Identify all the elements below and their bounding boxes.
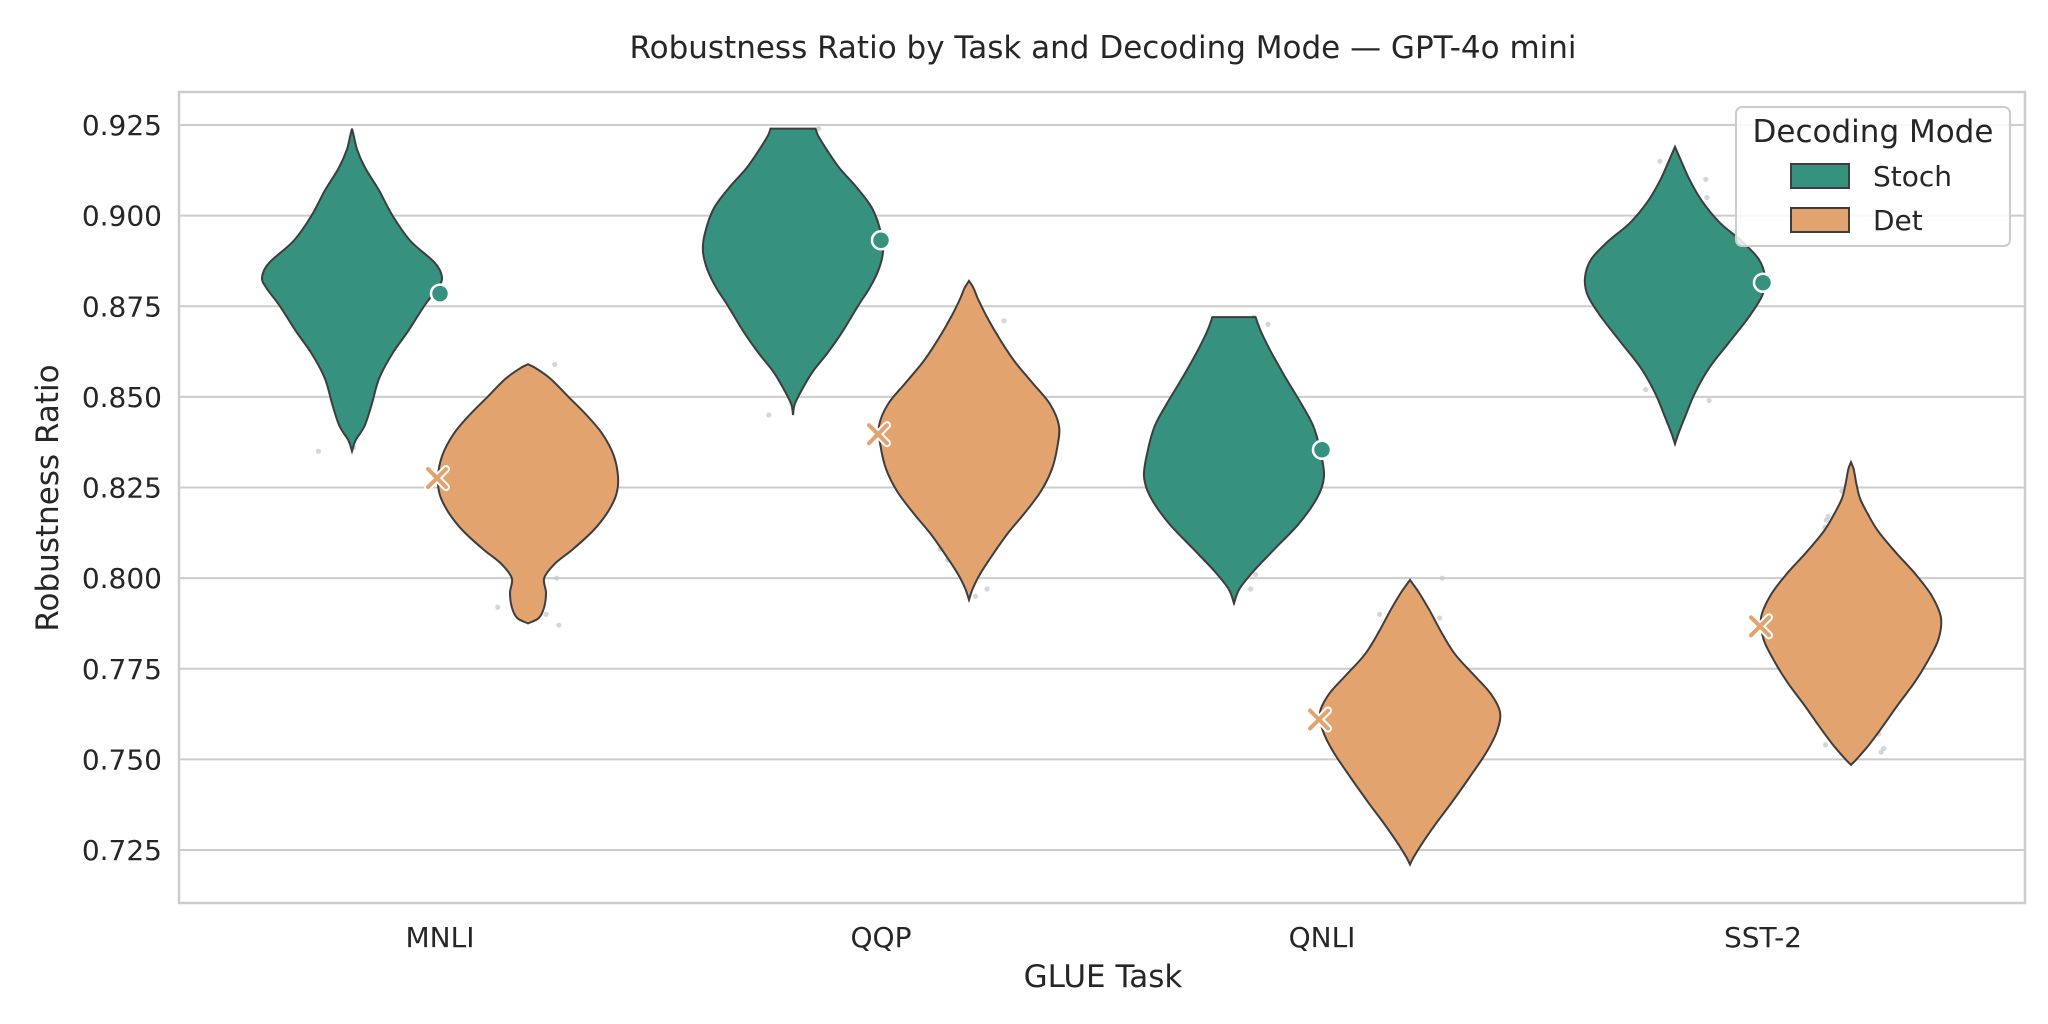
y-tick-label: 0.925 (82, 109, 162, 142)
raw-point (552, 361, 558, 367)
raw-point (1437, 615, 1443, 621)
x-tick-label: MNLI (406, 921, 475, 954)
raw-point (554, 575, 560, 581)
y-tick-label: 0.800 (82, 562, 162, 595)
x-tick-label: QQP (851, 921, 912, 954)
violin-stoch-qnli (1142, 316, 1326, 607)
raw-point (543, 611, 549, 618)
raw-point (1881, 745, 1887, 752)
violin-det-sst-2 (1759, 459, 1943, 767)
raw-point (972, 593, 979, 599)
raw-point (1377, 611, 1383, 618)
violin-det-qqp (877, 279, 1061, 604)
raw-point (1822, 742, 1829, 748)
y-tick-label: 0.875 (82, 290, 162, 323)
y-tick-label: 0.725 (82, 834, 162, 867)
raw-point (766, 412, 772, 418)
raw-point (1703, 176, 1709, 182)
y-tick-labels: 0.725 0.750 0.775 0.800 0.825 0.850 0.875 0.900… (82, 109, 162, 867)
mean-marker-det-qqp (865, 421, 891, 448)
legend-title: Decoding Mode (1753, 114, 1994, 150)
y-axis-label: Robustness Ratio (30, 364, 66, 631)
legend-label-det: Det (1873, 204, 1923, 237)
violin-stoch-sst-2 (1583, 144, 1767, 448)
raw-point (816, 126, 822, 132)
legend-swatch-stoch (1790, 163, 1850, 189)
raw-point (1825, 513, 1831, 520)
mean-marker-stoch-sst-2 (1752, 272, 1774, 293)
violins (260, 127, 1943, 867)
x-tick-label: SST-2 (1724, 921, 1802, 954)
violin-det-qnli (1318, 578, 1502, 867)
mean-marker-det-qnli (1306, 706, 1332, 733)
x-axis-label: GLUE Task (1024, 959, 1183, 995)
mean-marker-stoch-qnli (1311, 439, 1333, 461)
raw-point (1643, 387, 1649, 393)
mean-marker-stoch-qqp (870, 230, 892, 251)
mean-marker-det-mnli (424, 465, 450, 492)
x-tick-label: QNLI (1289, 921, 1356, 954)
raw-point (1878, 749, 1884, 755)
y-tick-label: 0.900 (82, 200, 162, 233)
violin-stoch-qqp (701, 127, 885, 416)
raw-point (1439, 575, 1445, 581)
y-tick-label: 0.850 (82, 381, 162, 414)
mean-marker-det-sst-2 (1747, 613, 1773, 640)
y-tick-label: 0.750 (82, 743, 162, 776)
violin-det-mnli (436, 363, 620, 625)
raw-point (1265, 321, 1271, 327)
chart-title: Robustness Ratio by Task and Decoding Mo… (629, 30, 1576, 66)
raw-point (984, 586, 990, 592)
legend-swatch-det (1790, 207, 1850, 233)
mean-markers (424, 230, 1774, 733)
violin-stoch-mnli (260, 128, 444, 455)
legend-label-stoch: Stoch (1873, 160, 1952, 193)
raw-point (1253, 571, 1259, 578)
raw-point (315, 448, 321, 454)
raw-point (1248, 586, 1254, 592)
raw-point (1657, 158, 1663, 164)
raw-point (556, 622, 562, 628)
x-tick-labels: MNLI QQP QNLI SST-2 (406, 921, 1802, 954)
raw-point (1704, 194, 1710, 201)
raw-point (1001, 318, 1007, 324)
y-tick-label: 0.825 (82, 472, 162, 505)
legend: Decoding Mode Stoch Det (1735, 106, 2011, 247)
raw-point (1706, 397, 1712, 404)
y-tick-label: 0.775 (82, 653, 162, 686)
plot-frame (177, 90, 2027, 905)
raw-point (495, 604, 501, 610)
mean-marker-stoch-mnli (429, 283, 451, 304)
